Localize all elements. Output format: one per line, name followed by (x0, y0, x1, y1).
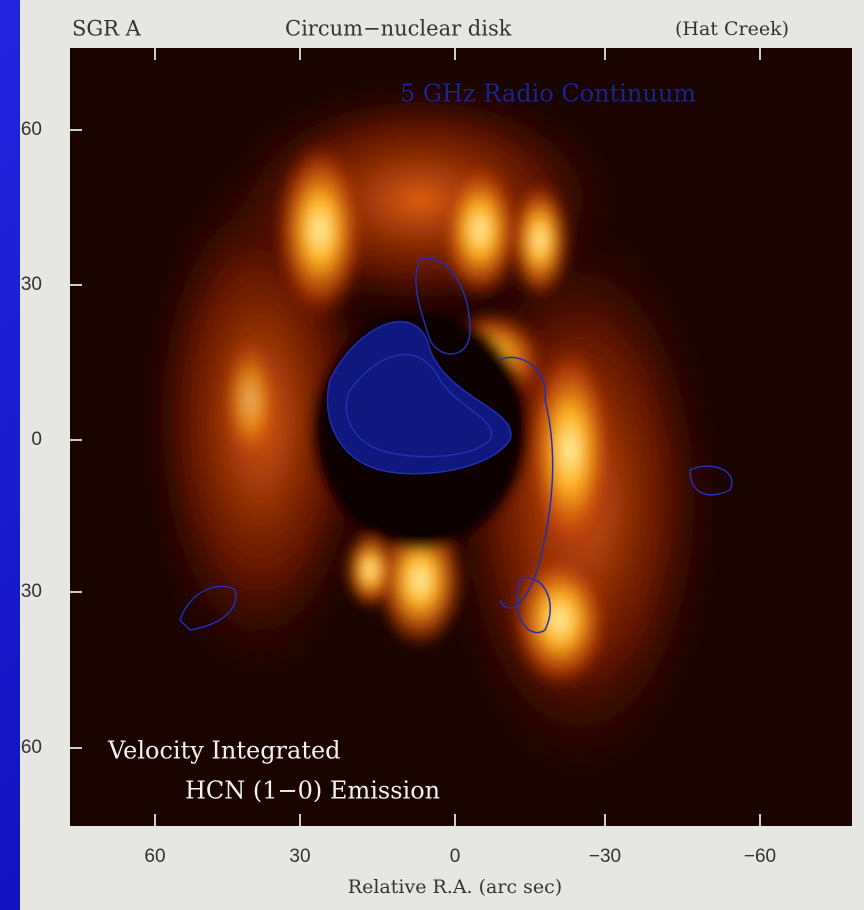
axes: 60 30 0 30 60 60 30 0 −30 −60 (21, 48, 776, 867)
overlay-label: 5 GHz Radio Continuum (400, 80, 696, 108)
y-tick-label: 30 (21, 274, 42, 295)
radio-contours (179, 257, 733, 634)
y-tick-label: 30 (21, 581, 42, 602)
y-tick-label: 60 (21, 737, 42, 758)
x-tick-label: −30 (589, 846, 621, 867)
object-name: SGR A (72, 17, 142, 41)
x-tick-label: 0 (450, 846, 461, 867)
emission-label: Velocity Integrated (107, 737, 341, 765)
figure-title: Circum−nuclear disk (285, 17, 512, 41)
x-axis-label: Relative R.A. (arc sec) (348, 876, 562, 898)
x-tick-label: 30 (289, 846, 310, 867)
y-tick-label: 60 (21, 119, 42, 140)
x-tick-label: −60 (744, 846, 776, 867)
emission-label: HCN (1−0) Emission (185, 777, 440, 805)
y-tick-label: 0 (31, 429, 42, 450)
x-tick-label: 60 (144, 846, 165, 867)
telescope: (Hat Creek) (675, 18, 789, 40)
hcn-emission (140, 80, 720, 780)
